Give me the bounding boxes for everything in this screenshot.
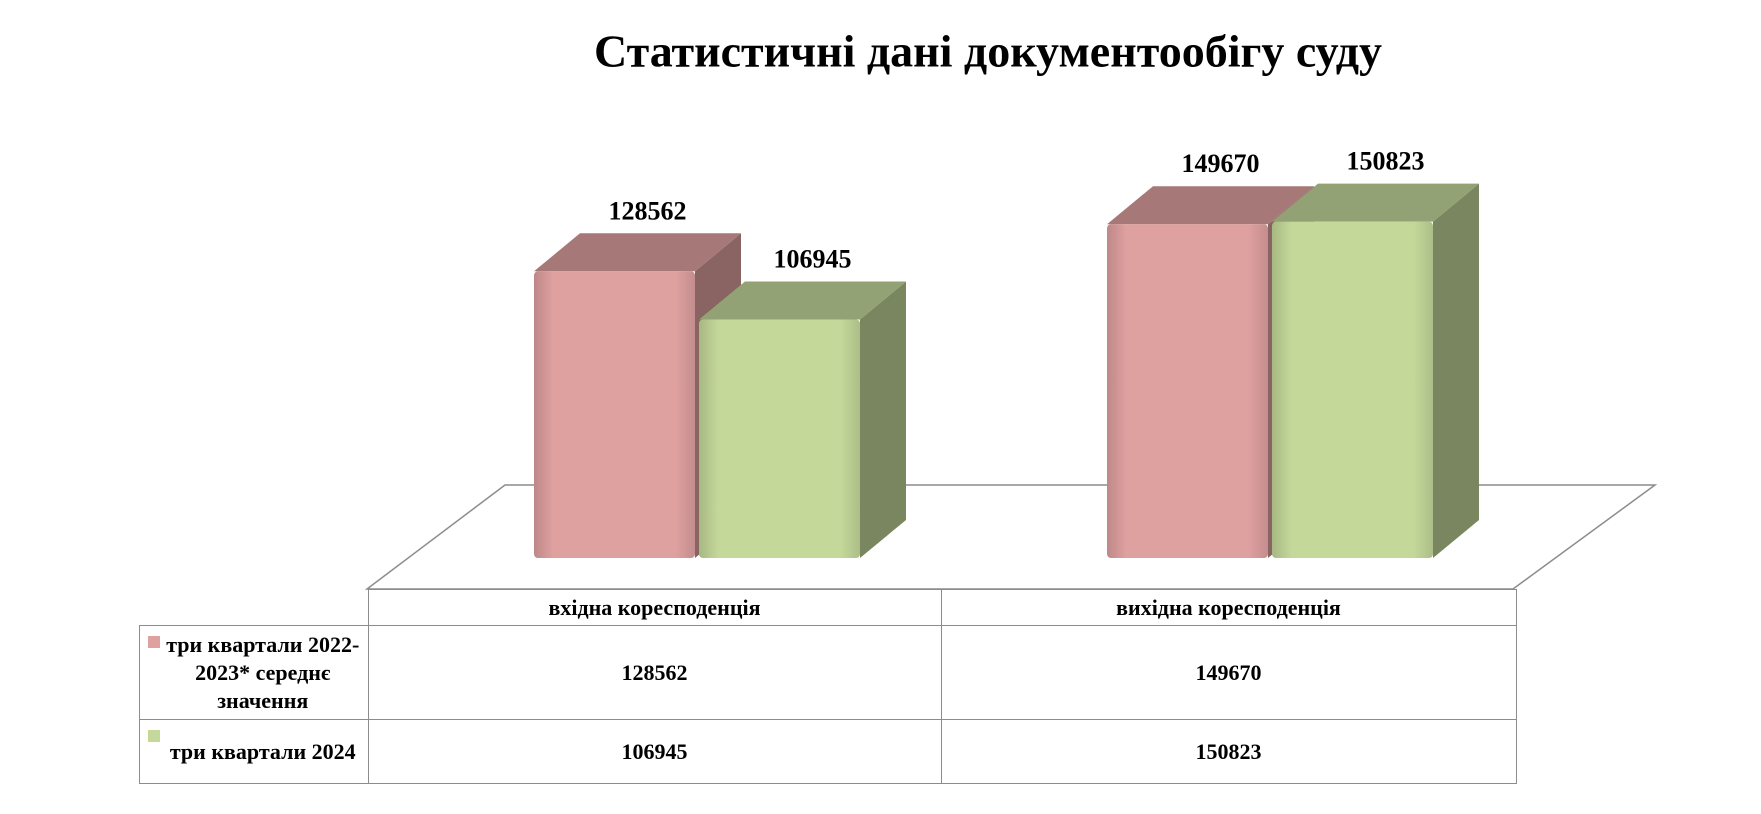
bar: [699, 319, 860, 558]
bar-top: [1272, 183, 1479, 222]
bar-top: [699, 281, 906, 320]
legend-key: [148, 636, 160, 648]
bar-side: [860, 281, 906, 558]
bar-top: [534, 233, 741, 272]
bar-top: [1107, 186, 1314, 225]
table-header-row: вхідна коресподенція вихідна коресподенц…: [139, 589, 1517, 626]
legend-label: три квартали 2024: [169, 738, 356, 764]
table-row: три квартали 2022-2023* середнє значення…: [139, 625, 1517, 720]
header-cell: вихідна коресподенція: [940, 589, 1517, 626]
data-table: вхідна коресподенція вихідна коресподенц…: [139, 589, 1517, 784]
value-cell: 149670: [940, 625, 1517, 720]
bar: [1272, 221, 1433, 558]
header-cell: вхідна коресподенція: [367, 589, 942, 626]
legend-label: три квартали 2022-2023* середнє значення: [166, 631, 360, 713]
data-label: 128562: [609, 196, 687, 225]
bar: [1107, 224, 1268, 558]
value-cell: 150823: [940, 719, 1517, 784]
table-row: три квартали 2024 106945 150823: [139, 719, 1517, 784]
blank-cell: [139, 589, 369, 626]
data-label: 106945: [774, 245, 852, 274]
legend-key: [148, 730, 160, 742]
legend-cell: три квартали 2022-2023* середнє значення: [139, 625, 369, 720]
value-cell: 106945: [367, 719, 942, 784]
chart-title: Статистичні дані документообігу суду: [594, 26, 1382, 77]
data-label: 150823: [1347, 147, 1425, 176]
bar: [534, 271, 695, 558]
data-label: 149670: [1182, 149, 1260, 178]
bars: 128562 106945 149670 150823: [534, 147, 1479, 558]
legend-cell: три квартали 2024: [139, 719, 369, 784]
value-cell: 128562: [367, 625, 942, 720]
bar-side: [1433, 183, 1479, 558]
